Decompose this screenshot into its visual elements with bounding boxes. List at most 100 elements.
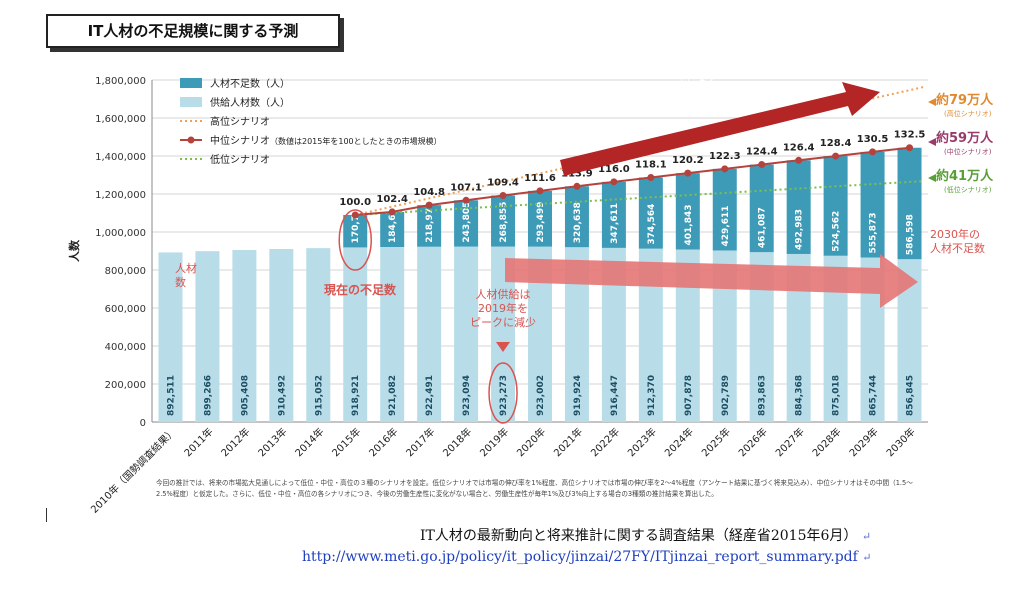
shortage-bar [564, 186, 589, 248]
shortage-bar [380, 211, 405, 247]
legend-label: 中位シナリオ（数値は2015年を100としたときの市場規模） [210, 134, 442, 147]
supply-value-label: 921,082 [388, 375, 398, 416]
supply-value-label: 912,370 [647, 375, 657, 416]
supply-bar [269, 249, 294, 422]
shortage-value-label: 555,873 [869, 213, 879, 254]
shortage-bar [712, 168, 737, 251]
shortage-bar [417, 205, 442, 247]
shortage-bar [638, 177, 663, 249]
shortage-value-label: 492,983 [795, 209, 805, 250]
y-tick-label: 1,400,000 [95, 152, 146, 163]
shortage-value-label: 347,611 [610, 203, 620, 244]
supply-value-label: 923,094 [462, 375, 472, 416]
supply-side-label-2: 数 [175, 276, 186, 289]
legend-label: 低位シナリオ [210, 153, 270, 166]
supply-trend-arrow [505, 254, 918, 308]
mid-index-label: 102.4 [376, 194, 408, 205]
low-pointer-icon [928, 174, 936, 182]
mid-index-label: 116.0 [598, 164, 630, 175]
mid-scenario-point [499, 191, 507, 199]
supply-bar [158, 252, 183, 422]
shortage-value-label: 320,638 [573, 202, 583, 243]
mid-scenario-point [684, 169, 692, 177]
shortage-bar [491, 195, 516, 247]
mid-scenario-point [906, 144, 914, 152]
shortage-value-label: 461,087 [758, 207, 768, 248]
shortage2030-line2: 人材不足数 [930, 241, 985, 255]
source-url-link[interactable]: http://www.meti.go.jp/policy/it_policy/j… [302, 549, 858, 565]
x-tick-label: 2013年 [255, 425, 289, 459]
x-tick-label: 2030年 [883, 425, 917, 459]
x-tick-label: 2027年 [773, 425, 807, 459]
paragraph-mark-icon: ↵ [861, 530, 872, 543]
mid-scenario-point [573, 182, 581, 190]
source-caption: IT人材の最新動向と将来推計に関する調査結果（経産省2015年6月） ↵ [420, 525, 1010, 545]
mid-scenario-point [462, 196, 470, 204]
x-tick-label: 2025年 [699, 425, 733, 459]
source-link-line[interactable]: http://www.meti.go.jp/policy/it_policy/j… [302, 549, 1002, 565]
supply-value-label: 910,492 [277, 375, 287, 416]
supply-value-label: 865,744 [869, 375, 879, 416]
mid-scenario-point [795, 156, 803, 164]
shortage-bar [860, 151, 885, 258]
shortage-bar [823, 156, 848, 256]
mid-scenario-point [647, 173, 655, 181]
shortage-value-label: 268,855 [499, 202, 509, 243]
supply-value-label: 899,266 [203, 375, 213, 416]
chart-svg: 0 200,000 400,000 600,000 800,000 1,000,000 1,… [67, 76, 995, 516]
legend-label: 供給人材数（人） [210, 96, 290, 109]
y-tick-label: 200,000 [105, 380, 146, 391]
legend-label: 人材不足数（人） [210, 77, 290, 90]
peak-pointer-icon [496, 342, 510, 352]
mid-index-label: 128.4 [820, 138, 852, 149]
supply-bar [380, 246, 405, 422]
market-growth-arrow [560, 82, 880, 176]
legend-note: （数値は2015年を100としたときの市場規模） [270, 136, 442, 146]
text-cursor [46, 508, 47, 522]
y-tick-label: 1,800,000 [95, 76, 146, 87]
supply-value-label: 922,491 [425, 375, 435, 416]
chart-title: IT人材の不足規模に関する予測 [46, 14, 340, 48]
mid-scenario-point [536, 187, 544, 195]
shortage-value-label: 401,843 [684, 205, 694, 246]
supply-value-label: 884,368 [795, 375, 805, 416]
x-tick-label: 2016年 [366, 425, 400, 459]
x-tick-label: 2020年 [514, 425, 548, 459]
supply-bar [343, 247, 368, 422]
shortage-value-label: 218,976 [425, 202, 435, 243]
x-tick-label: 2024年 [662, 425, 696, 459]
y-axis-label: 人数 [67, 239, 81, 262]
peak-circle [488, 362, 518, 424]
peak-annotation-line2: 2019年を [478, 301, 528, 315]
mid-scenario-point [388, 208, 396, 216]
y-tick-label: 800,000 [105, 266, 146, 277]
supply-bar [306, 248, 331, 422]
caption-text: IT人材の最新動向と将来推計に関する調査結果（経産省2015年6月） [420, 528, 858, 544]
shortage-bar [343, 214, 368, 248]
low-scenario-sub: (低位シナリオ) [944, 185, 992, 194]
supply-value-label: 907,878 [684, 375, 694, 416]
supply-value-label: 915,052 [314, 375, 324, 416]
legend-swatch-dot [187, 136, 195, 144]
mid-index-label: 118.1 [635, 159, 667, 170]
peak-annotation-line1: 人材供給は [476, 287, 531, 301]
methodology-note: 今回の推計では、将来の市場拡大見通しによって低位・中位・高位の３種のシナリオを設… [156, 479, 913, 498]
x-tick-label: 2029年 [846, 425, 880, 459]
supply-value-label: 918,921 [351, 375, 361, 416]
y-tick-label: 0 [140, 418, 146, 429]
mid-scenario-point [832, 152, 840, 160]
supply-bar [417, 246, 442, 422]
shortage-value-label: 170,700 [351, 202, 361, 243]
mid-scenario-point [758, 161, 766, 169]
current-shortage-circle [338, 209, 372, 271]
peak-annotation-line3: ピークに減少 [470, 315, 536, 329]
supply-value-label: 916,447 [610, 375, 620, 416]
x-tick-label: 2018年 [440, 425, 474, 459]
y-tick-label: 1,600,000 [95, 114, 146, 125]
shortage-bar [675, 173, 700, 250]
x-tick-label: 2019年 [477, 425, 511, 459]
shortage-value-label: 293,499 [536, 202, 546, 243]
y-tick-label: 600,000 [105, 304, 146, 315]
mid-scenario-point [425, 201, 433, 209]
current-shortage-label: 現在の不足数 [324, 282, 397, 297]
